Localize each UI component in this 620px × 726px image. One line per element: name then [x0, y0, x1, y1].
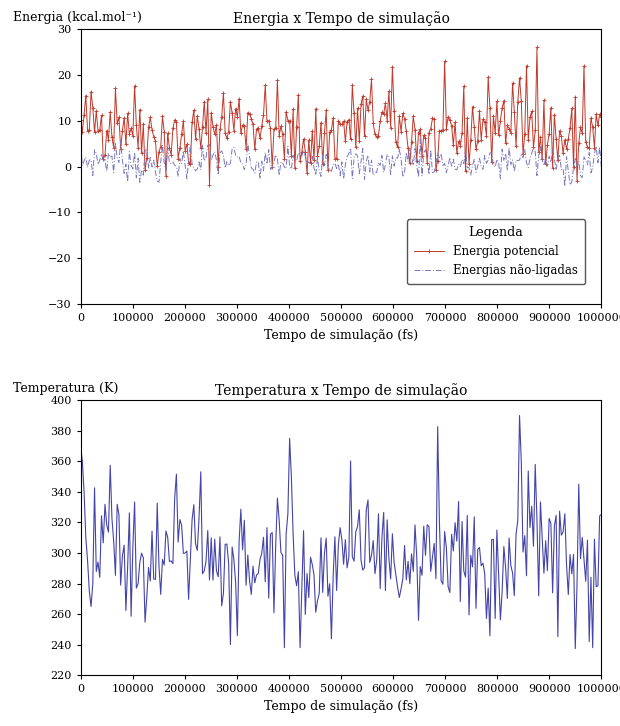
Energia potencial	[389, 62, 396, 71]
Line: Energia potencial: Energia potencial	[79, 45, 603, 187]
Energia potencial	[598, 113, 605, 121]
X-axis label: Tempo de simulação (fs): Tempo de simulação (fs)	[264, 329, 418, 341]
Energias não-ligadas	[561, 182, 569, 190]
Energias não-ligadas	[518, 150, 525, 159]
Energia potencial	[79, 127, 86, 136]
Legend: Energia potencial, Energias não-ligadas: Energia potencial, Energias não-ligadas	[407, 219, 585, 285]
Energia potencial	[77, 115, 84, 124]
Text: Energia (kcal.mol⁻¹): Energia (kcal.mol⁻¹)	[13, 11, 142, 23]
Energia potencial	[206, 180, 213, 189]
Energia potencial	[518, 97, 525, 105]
Energias não-ligadas	[598, 163, 605, 172]
Energia potencial	[552, 134, 560, 143]
Energias não-ligadas	[79, 161, 86, 170]
Energia potencial	[387, 123, 394, 132]
Energias não-ligadas	[417, 135, 424, 144]
Energia potencial	[533, 43, 541, 52]
Text: Temperatura (K): Temperatura (K)	[13, 382, 118, 395]
X-axis label: Tempo de simulação (fs): Tempo de simulação (fs)	[264, 700, 418, 713]
Energias não-ligadas	[77, 142, 84, 151]
Title: Energia x Tempo de simulação: Energia x Tempo de simulação	[232, 12, 450, 26]
Title: Temperatura x Tempo de simulação: Temperatura x Tempo de simulação	[215, 383, 467, 398]
Energias não-ligadas	[551, 154, 558, 163]
Energia potencial	[397, 127, 405, 136]
Line: Energias não-ligadas: Energias não-ligadas	[81, 139, 601, 186]
Energias não-ligadas	[387, 171, 394, 179]
Energias não-ligadas	[396, 145, 403, 154]
Energias não-ligadas	[385, 153, 392, 162]
